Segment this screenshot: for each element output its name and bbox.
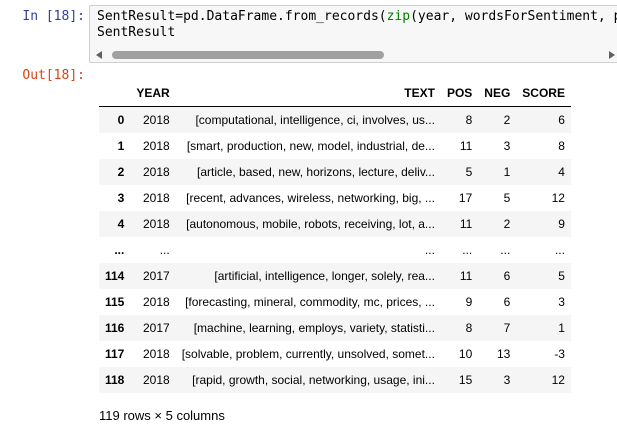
cell-year: 2018 xyxy=(143,217,170,231)
cell-pos: 8 xyxy=(465,321,473,335)
input-prompt: In [18]: xyxy=(22,9,85,24)
cell-score: -3 xyxy=(554,347,565,361)
cell-text: [autonomous, mobile, robots, receiving, … xyxy=(186,217,435,231)
cell-score: 5 xyxy=(558,269,565,283)
arrow-right-icon[interactable] xyxy=(609,51,615,59)
table-row: 1 2018 [smart, production, new, model, ind… xyxy=(99,133,571,159)
cell-neg: 6 xyxy=(503,269,511,283)
cell-pos: 15 xyxy=(458,373,473,387)
table-header-row: YEAR TEXT POS NEG SCORE xyxy=(99,82,571,107)
row-index: 116 xyxy=(105,321,125,335)
column-header-neg: NEG xyxy=(478,82,517,107)
cell-year: 2018 xyxy=(143,373,170,387)
row-index: 118 xyxy=(105,373,125,387)
cell-text: [artificial, intelligence, longer, solel… xyxy=(214,269,435,283)
cell-year: ... xyxy=(159,243,170,257)
cell-score: 12 xyxy=(551,373,565,387)
cell-text: [smart, production, new, model, industri… xyxy=(186,139,435,153)
column-header-score: SCORE xyxy=(516,82,571,107)
output-prompt: Out[18]: xyxy=(22,68,85,83)
column-header-year: YEAR xyxy=(130,82,176,107)
row-count-footer: 119 rows × 5 columns xyxy=(99,408,225,423)
cell-pos: 11 xyxy=(459,269,473,283)
code-line-1: SentResult=pd.DataFrame.from_records(zip… xyxy=(97,9,617,24)
cell-text: [article, based, new, horizons, lecture,… xyxy=(197,165,435,179)
cell-text: [rapid, growth, social, networking, usag… xyxy=(192,373,435,387)
cell-pos: 11 xyxy=(459,139,473,153)
cell-neg: 3 xyxy=(503,139,511,153)
cell-score: 6 xyxy=(558,113,565,127)
table-row: 3 2018 [recent, advances, wireless, networ… xyxy=(99,185,571,211)
row-index: 117 xyxy=(105,347,125,361)
cell-pos: 9 xyxy=(465,295,473,309)
cell-pos: 5 xyxy=(465,165,473,179)
row-index: ... xyxy=(114,243,125,257)
cell-text: [machine, learning, employs, variety, st… xyxy=(193,321,435,335)
cell-year: 2018 xyxy=(143,295,170,309)
code-token-args: (year, wordsForSentiment, posScore xyxy=(410,9,617,24)
cell-score: 1 xyxy=(558,321,565,335)
code-input-area[interactable]: SentResult=pd.DataFrame.from_records(zip… xyxy=(89,5,617,63)
cell-neg: 5 xyxy=(503,191,511,205)
cell-text: [solvable, problem, currently, unsolved,… xyxy=(181,347,435,361)
cell-score: 8 xyxy=(558,139,565,153)
cell-score: 12 xyxy=(551,191,565,205)
cell-year: 2018 xyxy=(143,139,170,153)
column-header-text: TEXT xyxy=(175,82,441,107)
table-row: 2 2018 [article, based, new, horizons, lec… xyxy=(99,159,571,185)
column-header-index xyxy=(99,82,131,107)
table-row: 116 2017 [machine, learning, employs, vari… xyxy=(99,315,571,341)
code-line-2: SentResult xyxy=(97,25,176,40)
row-index: 2 xyxy=(117,165,125,179)
cell-year: 2017 xyxy=(143,321,170,335)
cell-year: 2018 xyxy=(143,113,170,127)
dataframe-table: YEAR TEXT POS NEG SCORE 0 2018 [computatio… xyxy=(99,82,571,393)
cell-neg: 7 xyxy=(503,321,511,335)
row-index: 1 xyxy=(117,139,125,153)
arrow-left-icon[interactable] xyxy=(96,51,102,59)
cell-score: 9 xyxy=(558,217,565,231)
row-index: 3 xyxy=(117,191,125,205)
cell-pos: 10 xyxy=(458,347,473,361)
table-row: 114 2017 [artificial, intelligence, longer… xyxy=(99,263,571,289)
cell-neg: 2 xyxy=(503,113,511,127)
cell-year: 2017 xyxy=(143,269,170,283)
table-row: 118 2018 [rapid, growth, social, networkin… xyxy=(99,367,571,393)
cell-neg: 13 xyxy=(496,347,511,361)
cell-score: 4 xyxy=(558,165,565,179)
scrollbar-thumb[interactable] xyxy=(112,51,384,59)
cell-year: 2018 xyxy=(143,347,170,361)
cell-text: [computational, intelligence, ci, involv… xyxy=(195,113,435,127)
table-row: .................. xyxy=(99,237,571,263)
cell-pos: 11 xyxy=(459,217,473,231)
cell-text: [forecasting, mineral, commodity, mc, pr… xyxy=(185,295,435,309)
cell-neg: 2 xyxy=(503,217,511,231)
cell-pos: 17 xyxy=(458,191,473,205)
column-header-pos: POS xyxy=(440,82,479,107)
table-row: 0 2018 [computational, intelligence, ci, i… xyxy=(99,106,571,133)
cell-pos: 8 xyxy=(465,113,473,127)
row-index: 115 xyxy=(105,295,125,309)
cell-neg: 1 xyxy=(503,165,511,179)
cell-neg: 6 xyxy=(503,295,511,309)
cell-year: 2018 xyxy=(143,191,170,205)
horizontal-scrollbar[interactable] xyxy=(90,48,617,62)
table-row: 115 2018 [forecasting, mineral, commodity,… xyxy=(99,289,571,315)
row-index: 0 xyxy=(117,113,125,127)
cell-pos: ... xyxy=(462,243,473,257)
cell-neg: 3 xyxy=(503,373,511,387)
row-index: 114 xyxy=(105,269,125,283)
cell-text: ... xyxy=(424,243,435,257)
cell-neg: ... xyxy=(500,243,511,257)
cell-score: ... xyxy=(554,243,565,257)
cell-text: [recent, advances, wireless, networking,… xyxy=(186,191,435,205)
cell-year: 2018 xyxy=(143,165,170,179)
table-row: 117 2018 [solvable, problem, currently, un… xyxy=(99,341,571,367)
cell-score: 3 xyxy=(558,295,565,309)
code-token-call: =pd.DataFrame.from_records( xyxy=(175,9,387,24)
row-index: 4 xyxy=(117,217,125,231)
table-row: 4 2018 [autonomous, mobile, robots, receiv… xyxy=(99,211,571,237)
code-token-zip: zip xyxy=(386,9,411,24)
code-token-var: SentResult xyxy=(97,9,176,24)
